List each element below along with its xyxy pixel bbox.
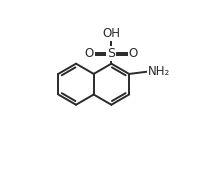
Text: O: O bbox=[85, 47, 94, 60]
Text: S: S bbox=[107, 47, 115, 60]
Text: O: O bbox=[129, 47, 138, 60]
Text: OH: OH bbox=[102, 27, 120, 40]
Text: NH₂: NH₂ bbox=[148, 65, 170, 78]
